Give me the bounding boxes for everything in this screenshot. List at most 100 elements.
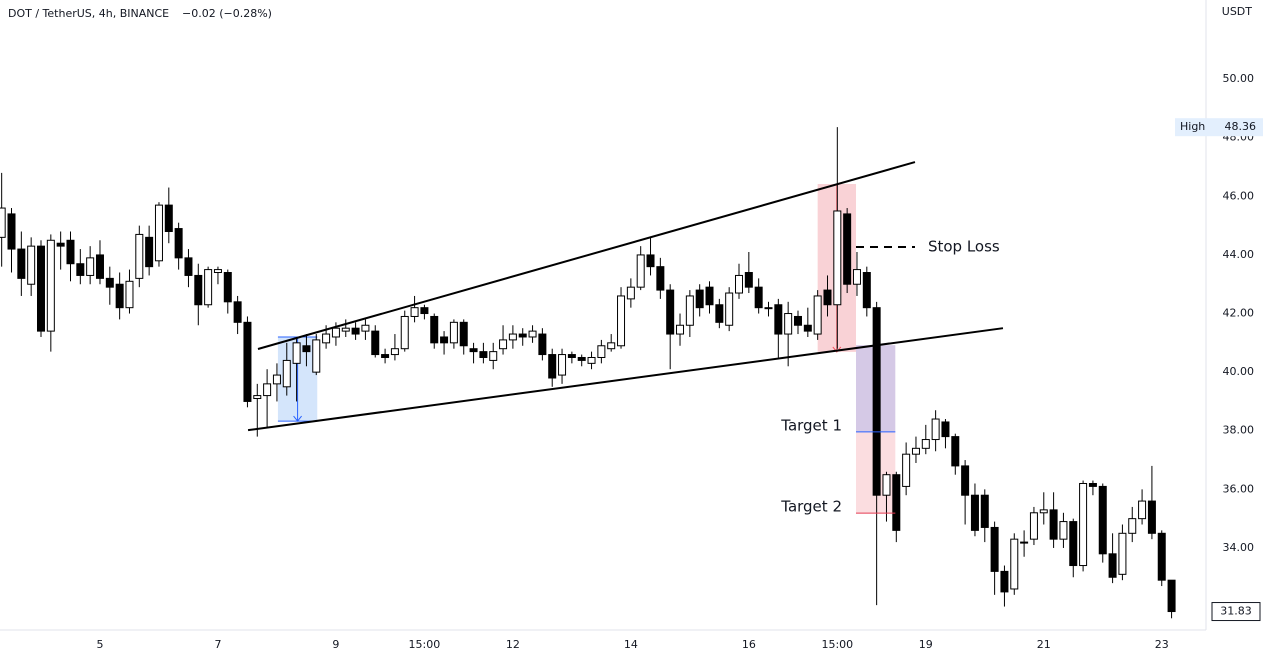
x-tick-label: 14 <box>624 638 638 651</box>
x-tick-label: 7 <box>214 638 221 651</box>
candle-body <box>508 333 517 341</box>
candle-body <box>1147 500 1156 534</box>
candle-body <box>1039 509 1048 514</box>
candle-body <box>548 354 557 379</box>
candle-body <box>921 439 930 449</box>
x-tick-label: 15:00 <box>821 638 853 651</box>
candle-body <box>312 339 321 373</box>
candle-body <box>646 254 655 268</box>
candle-body <box>213 269 222 274</box>
candle-body <box>951 436 960 467</box>
candle-body <box>872 307 881 496</box>
candle-body <box>86 257 95 276</box>
candle-body <box>469 348 478 353</box>
candle-body <box>558 354 567 376</box>
candle-body <box>479 351 488 358</box>
candle-body <box>459 321 468 347</box>
annotation-label: Target 1 <box>780 416 842 434</box>
candle-body <box>361 324 370 332</box>
last-price-label: 31.83 <box>1220 605 1252 618</box>
candle-body <box>390 348 399 356</box>
candle-body <box>597 345 606 358</box>
candle-body <box>430 315 439 344</box>
candle-body <box>626 286 635 300</box>
candle-body <box>105 277 114 288</box>
candle-body <box>656 266 665 291</box>
candle-body <box>538 333 547 356</box>
candle-body <box>499 339 508 350</box>
candle-body <box>66 239 75 265</box>
y-axis-label: USDT <box>1222 5 1253 18</box>
candle-body <box>56 242 65 247</box>
candle-body <box>518 333 527 338</box>
last-price-box <box>1211 602 1261 622</box>
candle-body <box>1010 538 1019 590</box>
x-tick-label: 21 <box>1037 638 1051 651</box>
candle-body <box>607 342 616 350</box>
candle-body <box>1138 500 1147 520</box>
candle-body <box>410 307 419 317</box>
price-change: −0.02 (−0.28%) <box>182 7 272 20</box>
candle-body <box>911 447 920 455</box>
x-tick-label: 23 <box>1155 638 1169 651</box>
candle-body <box>184 257 193 276</box>
candle-body <box>371 330 380 356</box>
candle-body <box>322 333 331 344</box>
candle-body <box>676 324 685 335</box>
candle-body <box>263 383 272 397</box>
candle-body <box>1157 532 1166 581</box>
x-tick-label: 5 <box>96 638 103 651</box>
candle-body <box>174 228 183 259</box>
candle-body <box>1059 521 1068 540</box>
candle-body <box>253 395 262 400</box>
candle-body <box>204 269 213 306</box>
candle-body <box>705 286 714 306</box>
candle-body <box>135 233 144 279</box>
candle-body <box>685 295 694 326</box>
x-tick-label: 15:00 <box>409 638 441 651</box>
candle-body <box>1020 541 1029 544</box>
candle-body <box>833 210 842 306</box>
candle-body <box>1098 485 1107 555</box>
y-tick-label: 46.00 <box>1223 189 1255 202</box>
candle-body <box>1079 482 1088 567</box>
candle-body <box>715 304 724 323</box>
y-tick-label: 40.00 <box>1223 365 1255 378</box>
candle-body <box>95 254 104 279</box>
candle-body <box>27 245 36 285</box>
candle-body <box>1118 532 1127 575</box>
candle-body <box>1128 518 1137 534</box>
candle-body <box>1069 521 1078 567</box>
candle-body <box>980 494 989 528</box>
candle-body <box>823 289 832 306</box>
y-tick-label: 36.00 <box>1223 482 1255 495</box>
x-tick-label: 16 <box>742 638 756 651</box>
candle-body <box>381 354 390 358</box>
y-tick-label: 34.00 <box>1223 541 1255 554</box>
annotation-label: Target 2 <box>780 498 842 516</box>
x-tick-label: 12 <box>506 638 520 651</box>
candle-body <box>1167 579 1176 613</box>
candle-body <box>735 274 744 294</box>
candle-body <box>115 283 124 309</box>
candle-body <box>843 213 852 285</box>
candle-body <box>902 453 911 487</box>
arrow-head <box>832 346 842 353</box>
candle-body <box>243 321 252 402</box>
high-label-box <box>1175 118 1263 137</box>
candle-body <box>931 418 940 441</box>
candle-body <box>1049 509 1058 540</box>
candle-body <box>76 263 85 276</box>
candle-body <box>587 356 596 364</box>
x-tick-label: 19 <box>919 638 933 651</box>
candle-body <box>892 474 901 531</box>
candle-body <box>282 359 291 388</box>
candle-body <box>528 330 537 338</box>
candle-body <box>793 315 802 326</box>
candle-body <box>774 304 783 335</box>
candle-body <box>754 286 763 309</box>
candle-body <box>961 465 970 496</box>
candle-body <box>145 236 154 268</box>
y-tick-label: 44.00 <box>1223 248 1255 261</box>
